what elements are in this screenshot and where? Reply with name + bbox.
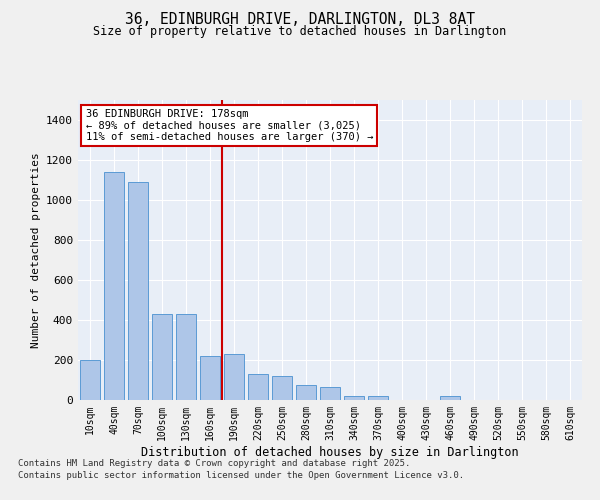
Bar [104,172,124,400]
Text: Contains HM Land Registry data © Crown copyright and database right 2025.: Contains HM Land Registry data © Crown c… [18,458,410,468]
Bar [80,360,100,400]
Bar [272,376,292,400]
Bar [344,396,364,400]
Text: 36 EDINBURGH DRIVE: 178sqm
← 89% of detached houses are smaller (3,025)
11% of s: 36 EDINBURGH DRIVE: 178sqm ← 89% of deta… [86,109,373,142]
Text: Contains public sector information licensed under the Open Government Licence v3: Contains public sector information licen… [18,471,464,480]
Text: Size of property relative to detached houses in Darlington: Size of property relative to detached ho… [94,25,506,38]
Text: 36, EDINBURGH DRIVE, DARLINGTON, DL3 8AT: 36, EDINBURGH DRIVE, DARLINGTON, DL3 8AT [125,12,475,28]
Bar [200,356,220,400]
Bar [368,396,388,400]
Y-axis label: Number of detached properties: Number of detached properties [31,152,41,348]
Bar [440,396,460,400]
Bar [248,374,268,400]
Bar [152,314,172,400]
Bar [176,314,196,400]
Bar [296,385,316,400]
Bar [224,354,244,400]
Bar [320,387,340,400]
Bar [128,182,148,400]
X-axis label: Distribution of detached houses by size in Darlington: Distribution of detached houses by size … [141,446,519,458]
